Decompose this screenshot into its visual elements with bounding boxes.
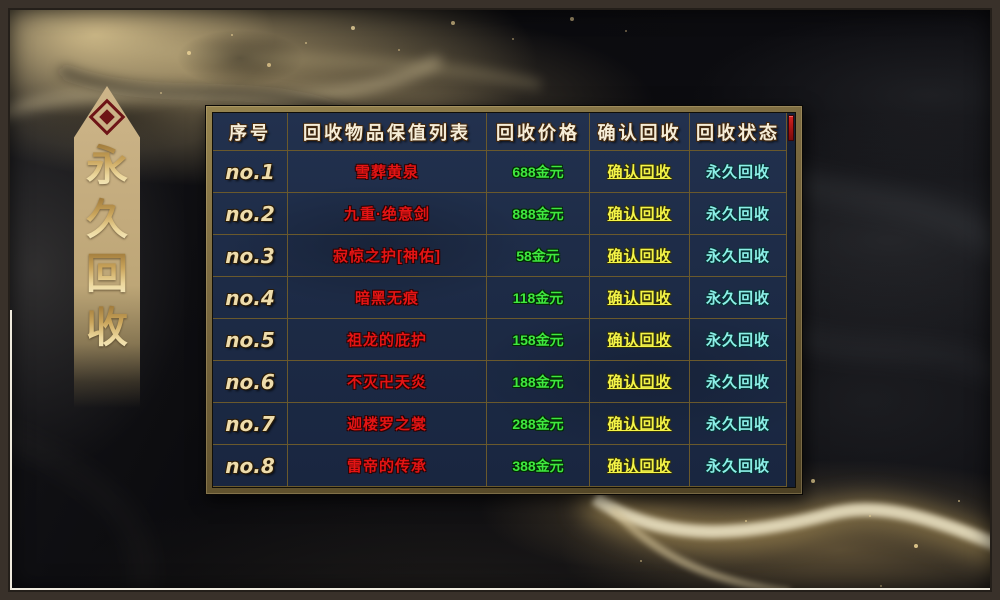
banner-char: 回 bbox=[85, 249, 128, 298]
recycle-status: 永久回收 bbox=[705, 332, 770, 349]
recycle-status: 永久回收 bbox=[705, 206, 770, 223]
confirm-cell: 确认回收 bbox=[590, 319, 690, 360]
table-row: no.3 寂惊之护[神佑] 58金元 确认回收 永久回收 bbox=[213, 235, 786, 277]
header-price: 回收价格 bbox=[487, 113, 590, 150]
recycle-status: 永久回收 bbox=[705, 248, 770, 265]
confirm-recycle-button[interactable]: 确认回收 bbox=[607, 374, 672, 391]
recycle-price: 188金元 bbox=[487, 361, 590, 402]
recycle-price: 288金元 bbox=[487, 403, 590, 444]
row-number: no.6 bbox=[213, 361, 288, 402]
table-row: no.4 暗黑无痕 118金元 确认回收 永久回收 bbox=[213, 277, 786, 319]
recycle-price: 158金元 bbox=[487, 319, 590, 360]
recycle-price: 888金元 bbox=[487, 193, 590, 234]
confirm-cell: 确认回收 bbox=[590, 403, 690, 444]
confirm-cell: 确认回收 bbox=[590, 445, 690, 486]
recycle-price: 58金元 bbox=[487, 235, 590, 276]
diamond-emblem-core bbox=[99, 109, 115, 125]
table-grid: 序号 回收物品保值列表 回收价格 确认回收 回收状态 no.1 雪葬黄泉 688… bbox=[213, 113, 786, 487]
table-row: no.6 不灭卍天炎 188金元 确认回收 永久回收 bbox=[213, 361, 786, 403]
table-row: no.7 迦楼罗之裳 288金元 确认回收 永久回收 bbox=[213, 403, 786, 445]
item-name: 雪葬黄泉 bbox=[288, 151, 487, 192]
confirm-recycle-button[interactable]: 确认回收 bbox=[607, 332, 672, 349]
recycle-status: 永久回收 bbox=[705, 164, 770, 181]
permanent-recycle-banner: 永 久 回 收 bbox=[74, 86, 140, 408]
confirm-recycle-button[interactable]: 确认回收 bbox=[607, 458, 672, 475]
header-status: 回收状态 bbox=[696, 122, 780, 143]
recycle-table: 序号 回收物品保值列表 回收价格 确认回收 回收状态 no.1 雪葬黄泉 688… bbox=[212, 112, 796, 488]
confirm-recycle-button[interactable]: 确认回收 bbox=[607, 206, 672, 223]
item-name: 迦楼罗之裳 bbox=[288, 403, 487, 444]
recycle-price: 388金元 bbox=[487, 445, 590, 486]
item-name: 寂惊之护[神佑] bbox=[288, 235, 487, 276]
confirm-cell: 确认回收 bbox=[590, 235, 690, 276]
header-index: 序号 bbox=[213, 113, 288, 150]
banner-char: 收 bbox=[85, 303, 128, 352]
recycle-status: 永久回收 bbox=[705, 416, 770, 433]
recycle-status: 永久回收 bbox=[705, 290, 770, 307]
row-number: no.2 bbox=[213, 193, 288, 234]
item-name: 祖龙的庇护 bbox=[288, 319, 487, 360]
row-number: no.4 bbox=[213, 277, 288, 318]
confirm-recycle-button[interactable]: 确认回收 bbox=[607, 416, 672, 433]
banner-char: 永 bbox=[85, 141, 128, 190]
confirm-recycle-button[interactable]: 确认回收 bbox=[607, 248, 672, 265]
recycle-price: 118金元 bbox=[487, 277, 590, 318]
header-item-list: 回收物品保值列表 bbox=[288, 113, 487, 150]
recycle-status: 永久回收 bbox=[705, 458, 770, 475]
banner-char: 久 bbox=[85, 195, 128, 244]
recycle-price: 688金元 bbox=[487, 151, 590, 192]
item-name: 暗黑无痕 bbox=[288, 277, 487, 318]
confirm-cell: 确认回收 bbox=[590, 193, 690, 234]
banner-title: 永 久 回 收 bbox=[74, 142, 140, 352]
confirm-cell: 确认回收 bbox=[590, 151, 690, 192]
confirm-recycle-button[interactable]: 确认回收 bbox=[607, 164, 672, 181]
table-row: no.2 九重·绝意剑 888金元 确认回收 永久回收 bbox=[213, 193, 786, 235]
table-row: no.8 雷帝的传承 388金元 确认回收 永久回收 bbox=[213, 445, 786, 487]
recycle-table-panel: 序号 回收物品保值列表 回收价格 确认回收 回收状态 no.1 雪葬黄泉 688… bbox=[205, 105, 803, 495]
scrollbar-thumb[interactable] bbox=[788, 115, 794, 141]
confirm-recycle-button[interactable]: 确认回收 bbox=[607, 290, 672, 307]
banner-ribbon: 永 久 回 收 bbox=[74, 86, 140, 408]
table-header-row: 序号 回收物品保值列表 回收价格 确认回收 回收状态 bbox=[213, 113, 786, 151]
row-number: no.7 bbox=[213, 403, 288, 444]
header-confirm: 确认回收 bbox=[590, 113, 690, 150]
table-row: no.5 祖龙的庇护 158金元 确认回收 永久回收 bbox=[213, 319, 786, 361]
row-number: no.3 bbox=[213, 235, 288, 276]
row-number: no.5 bbox=[213, 319, 288, 360]
recycle-status: 永久回收 bbox=[705, 374, 770, 391]
table-row: no.1 雪葬黄泉 688金元 确认回收 永久回收 bbox=[213, 151, 786, 193]
diamond-emblem-icon bbox=[88, 98, 126, 136]
row-number: no.1 bbox=[213, 151, 288, 192]
item-name: 雷帝的传承 bbox=[288, 445, 487, 486]
row-number: no.8 bbox=[213, 445, 288, 486]
confirm-cell: 确认回收 bbox=[590, 277, 690, 318]
item-name: 九重·绝意剑 bbox=[288, 193, 487, 234]
gold-speckles bbox=[0, 0, 2, 2]
item-name: 不灭卍天炎 bbox=[288, 361, 487, 402]
scrollbar-track[interactable] bbox=[786, 113, 795, 487]
confirm-cell: 确认回收 bbox=[590, 361, 690, 402]
